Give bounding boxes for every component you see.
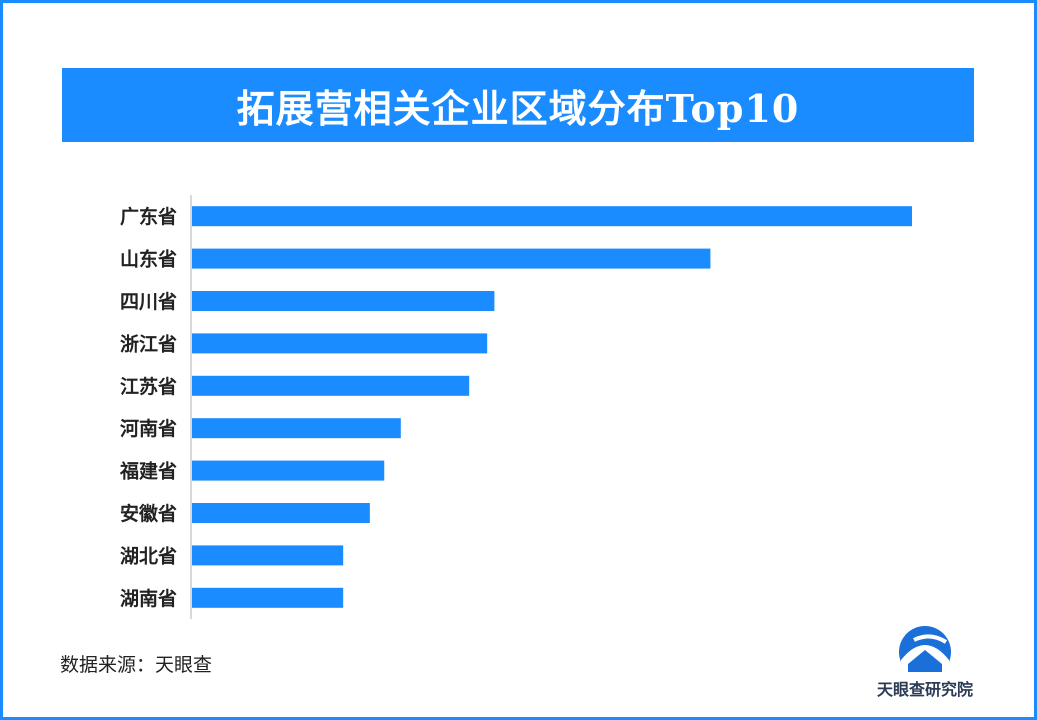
category-label: 江苏省 [120, 375, 177, 398]
category-label: 福建省 [119, 460, 177, 483]
category-label: 浙江省 [120, 332, 177, 355]
tianyancha-logo-icon [899, 626, 951, 678]
logo: 天眼查研究院 [870, 620, 980, 700]
bar [192, 545, 344, 566]
bar [192, 248, 711, 269]
bar [192, 503, 370, 523]
category-label: 四川省 [120, 291, 177, 313]
category-label: 湖北省 [120, 545, 177, 567]
bar [192, 418, 401, 439]
bar [192, 375, 470, 396]
logo-text: 天眼查研究院 [876, 680, 973, 699]
bar [192, 333, 488, 354]
bar [192, 206, 912, 227]
data-source-note: 数据来源：天眼查 [60, 654, 213, 676]
category-label: 山东省 [120, 248, 177, 271]
bar [192, 460, 385, 481]
bars-group [192, 206, 912, 608]
chart-title: 拓展营相关企业区域分布Top10 [236, 85, 800, 131]
title-banner: 拓展营相关企业区域分布Top10 [62, 68, 974, 142]
category-label: 河南省 [120, 418, 177, 440]
category-label: 安徽省 [120, 502, 177, 525]
category-label: 湖南省 [120, 588, 177, 610]
category-label: 广东省 [120, 205, 177, 228]
bar [192, 291, 495, 311]
bar [192, 587, 344, 608]
